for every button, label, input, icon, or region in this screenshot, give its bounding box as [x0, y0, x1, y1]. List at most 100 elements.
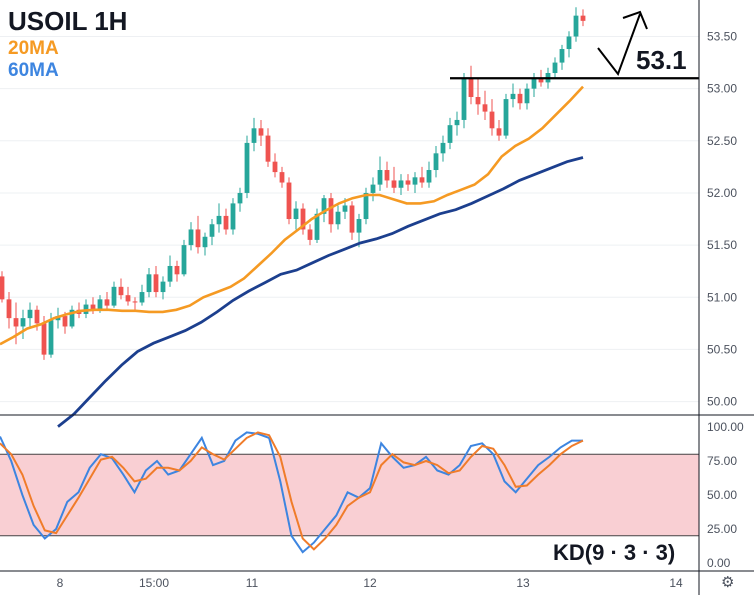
- candle-body: [580, 15, 586, 21]
- resistance-label: 53.1: [636, 45, 687, 75]
- candle-body: [167, 265, 173, 282]
- time-tick-label: 13: [516, 576, 530, 590]
- time-tick-label: 12: [363, 576, 377, 590]
- candle-body: [223, 215, 229, 230]
- candle-body: [146, 274, 152, 293]
- candle-body: [209, 224, 215, 237]
- time-tick-label: 14: [669, 576, 683, 590]
- price-tick-label: 52.00: [707, 186, 737, 200]
- candle-body: [552, 62, 558, 74]
- candle-body: [216, 215, 222, 225]
- candle-body: [174, 265, 180, 275]
- candle-body: [202, 236, 208, 248]
- candle-body: [104, 299, 110, 306]
- price-tick-label: 51.00: [707, 290, 737, 304]
- kd-tick-label: 50.00: [707, 488, 737, 502]
- chart-title: USOIL 1H: [8, 6, 128, 36]
- price-tick-label: 50.50: [707, 342, 737, 356]
- ma60-legend: 60MA: [8, 60, 59, 81]
- price-tick-label: 51.50: [707, 238, 737, 252]
- candle-body: [160, 281, 166, 293]
- kd-tick-label: 100.00: [707, 420, 744, 434]
- candle-body: [125, 295, 131, 302]
- candle-body: [258, 128, 264, 136]
- candle-body: [405, 180, 411, 185]
- candle-body: [370, 184, 376, 193]
- kd-tick-label: 75.00: [707, 454, 737, 468]
- time-tick-label: 11: [246, 576, 259, 590]
- breakout-arrow: [597, 13, 641, 77]
- candle-body: [321, 198, 327, 214]
- overbought-oversold-band: [0, 454, 699, 536]
- candle-body: [412, 177, 418, 185]
- candle-body: [524, 88, 530, 104]
- candle-body: [433, 153, 439, 171]
- candle-body: [314, 213, 320, 240]
- candle-body: [6, 299, 12, 319]
- candle-body: [503, 99, 509, 136]
- candle-body: [559, 49, 565, 63]
- candle-body: [244, 142, 250, 193]
- candle-body: [391, 180, 397, 188]
- candle-body: [97, 299, 103, 310]
- kd-tick-label: 25.00: [707, 522, 737, 536]
- price-tick-label: 50.00: [707, 395, 737, 409]
- grid: [0, 36, 699, 403]
- candle-body: [181, 245, 187, 275]
- candle-body: [496, 128, 502, 136]
- candle-body: [195, 229, 201, 248]
- candle-body: [300, 208, 306, 230]
- candle-body: [272, 161, 278, 173]
- candle-body: [454, 119, 460, 126]
- candle-body: [132, 301, 138, 303]
- kd-axis-labels: 100.00 75.00 50.00 25.00 0.00: [707, 420, 744, 570]
- candle-body: [531, 78, 537, 89]
- candle-body: [34, 309, 40, 324]
- candle-body: [69, 309, 75, 327]
- candle-body: [13, 318, 19, 327]
- candle-body: [489, 111, 495, 129]
- arrow-head: [622, 10, 648, 30]
- candle-body: [426, 170, 432, 183]
- candle-body: [461, 78, 467, 120]
- candle-body: [475, 97, 481, 105]
- gear-icon[interactable]: ⚙: [721, 574, 735, 591]
- candle-body: [230, 203, 236, 230]
- candle-body: [307, 229, 313, 240]
- candle-body: [62, 316, 68, 327]
- candle-body: [573, 15, 579, 37]
- price-tick-label: 53.50: [707, 30, 737, 44]
- kd-indicator-label: KD(9 · 3 · 3): [553, 540, 676, 565]
- candle-body: [342, 205, 348, 212]
- candle-body: [251, 128, 257, 143]
- price-tick-label: 52.50: [707, 134, 737, 148]
- candle-body: [419, 177, 425, 183]
- candle-body: [517, 93, 523, 104]
- candle-body: [237, 192, 243, 204]
- candle-body: [286, 182, 292, 220]
- time-axis-labels: 8 15:00 11 12 13 14: [57, 576, 683, 590]
- candle-body: [377, 170, 383, 185]
- candle-body: [468, 78, 474, 98]
- candle-body: [293, 208, 299, 220]
- candlestick-series: [0, 7, 586, 360]
- candle-body: [510, 93, 516, 100]
- candle-body: [363, 192, 369, 220]
- price-axis-labels: 53.50 53.00 52.50 52.00 51.50 51.00 50.50 50.00: [707, 30, 737, 409]
- candle-body: [90, 304, 96, 310]
- candle-body: [118, 286, 124, 296]
- candle-body: [384, 170, 390, 181]
- candle-body: [328, 198, 334, 225]
- candle-body: [356, 219, 362, 233]
- candle-body: [188, 229, 194, 246]
- candle-body: [447, 125, 453, 143]
- candle-body: [349, 205, 355, 233]
- ma60-line: [57, 156, 584, 428]
- candle-body: [153, 274, 159, 293]
- candle-body: [265, 135, 271, 162]
- candle-body: [111, 286, 117, 306]
- candle-body: [440, 142, 446, 154]
- candle-body: [139, 292, 145, 303]
- time-tick-label: 15:00: [139, 576, 169, 590]
